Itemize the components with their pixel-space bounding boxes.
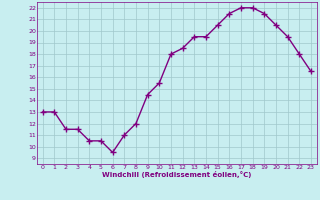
X-axis label: Windchill (Refroidissement éolien,°C): Windchill (Refroidissement éolien,°C) [102,171,252,178]
